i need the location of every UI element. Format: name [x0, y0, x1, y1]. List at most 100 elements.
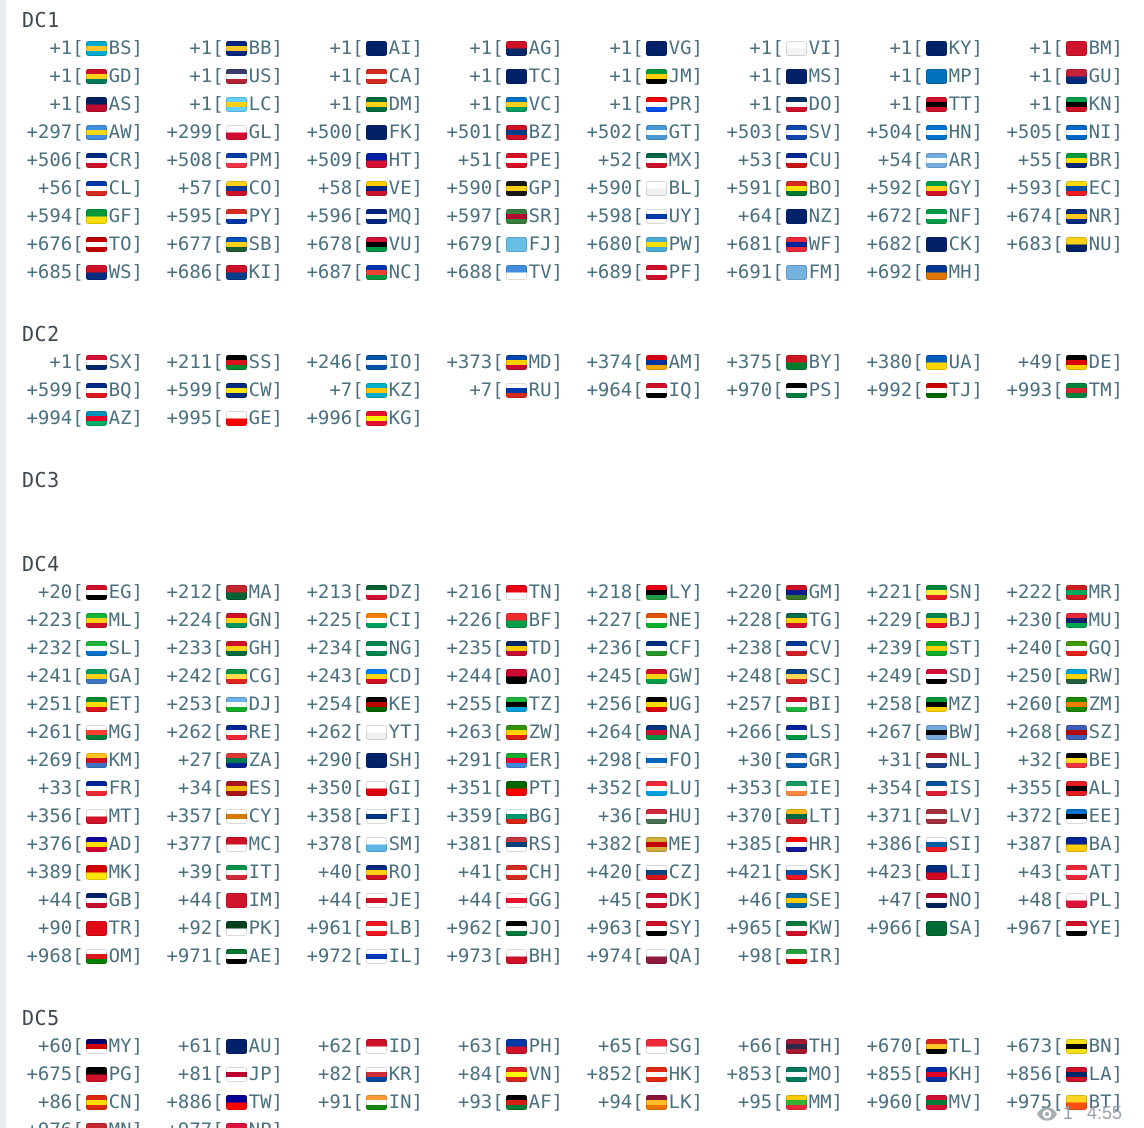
country-entry-mg: +261[MG] [8, 718, 148, 746]
country-entry-qa: +974[QA] [568, 942, 708, 970]
flag-icon-ci [365, 613, 387, 628]
flag-icon-mv [925, 1095, 947, 1110]
country-iso: DO] [808, 93, 843, 115]
country-entry-gn: +224[GN] [148, 606, 288, 634]
country-iso: SS] [248, 351, 283, 373]
country-entry-mp: +1[MP] [848, 62, 988, 90]
flag-icon-na [645, 725, 667, 740]
country-entry-ie: +353[IE] [708, 774, 848, 802]
country-iso: ZA] [248, 749, 283, 771]
flag-icon-tt [925, 97, 947, 112]
country-grid: +60[MY] +61[AU] +62[ID] +63[PH] +65[SG] +66[T… [8, 1032, 1136, 1128]
dial-code: +676[ [26, 233, 84, 255]
country-entry-ma: +212[MA] [148, 578, 288, 606]
country-entry-io: +246[IO] [288, 348, 428, 376]
country-entry-ua: +380[UA] [848, 348, 988, 376]
flag-icon-ph [505, 1039, 527, 1054]
country-entry-ec: +593[EC] [988, 174, 1128, 202]
flag-icon-pe [505, 153, 527, 168]
country-entry-ad: +376[AD] [8, 830, 148, 858]
flag-icon-id [365, 1039, 387, 1054]
flag-icon-om [85, 949, 107, 964]
country-iso: TH] [808, 1035, 843, 1057]
dial-code: +239[ [866, 637, 924, 659]
country-entry-tm: +993[TM] [988, 376, 1128, 404]
country-entry-iq: +964[IQ] [568, 376, 708, 404]
country-entry-gf: +594[GF] [8, 202, 148, 230]
flag-icon-lv [925, 809, 947, 824]
flag-icon-to [85, 237, 107, 252]
flag-icon-it [225, 865, 247, 880]
flag-icon-me [645, 837, 667, 852]
flag-icon-sd [925, 669, 947, 684]
flag-icon-ke [365, 697, 387, 712]
country-iso: MR] [1088, 581, 1123, 603]
dial-code: +32[ [1017, 749, 1064, 771]
flag-icon-ca [365, 69, 387, 84]
country-iso: SH] [388, 749, 423, 771]
dial-code: +502[ [586, 121, 644, 143]
dial-code: +995[ [166, 407, 224, 429]
country-iso: PH] [528, 1035, 563, 1057]
country-iso: OM] [108, 945, 143, 967]
country-entry-gl: +299[GL] [148, 118, 288, 146]
country-entry-cy: +357[CY] [148, 802, 288, 830]
flag-icon-bj [925, 613, 947, 628]
country-iso: JO] [528, 917, 563, 939]
flag-icon-np [225, 1123, 247, 1128]
country-iso: VN] [528, 1063, 563, 1085]
flag-icon-sh [365, 753, 387, 768]
country-entry-ru: +7[RU] [428, 376, 568, 404]
dial-code: +235[ [446, 637, 504, 659]
dial-code: +966[ [866, 917, 924, 939]
country-entry-bs: +1[BS] [8, 34, 148, 62]
country-iso: NF] [948, 205, 983, 227]
dial-code: +46[ [737, 889, 784, 911]
country-entry-pf: +689[PF] [568, 258, 708, 286]
country-entry-tg: +228[TG] [708, 606, 848, 634]
dial-code: +506[ [26, 149, 84, 171]
flag-icon-mn [85, 1123, 107, 1128]
flag-icon-kr [365, 1067, 387, 1082]
country-iso: BB] [248, 37, 283, 59]
flag-icon-mh [925, 265, 947, 280]
dial-code: +599[ [26, 379, 84, 401]
flag-icon-hn [925, 125, 947, 140]
flag-icon-ck [925, 237, 947, 252]
flag-icon-tv [505, 265, 527, 280]
country-entry-bi: +257[BI] [708, 690, 848, 718]
dial-code: +242[ [166, 665, 224, 687]
dial-code: +594[ [26, 205, 84, 227]
country-iso: AW] [108, 121, 143, 143]
flag-icon-mm [785, 1095, 807, 1110]
country-entry-cg: +242[CG] [148, 662, 288, 690]
country-entry-br: +55[BR] [988, 146, 1128, 174]
dial-code: +31[ [877, 749, 924, 771]
country-iso: CK] [948, 233, 983, 255]
flag-icon-gi [365, 781, 387, 796]
dial-code: +61[ [177, 1035, 224, 1057]
country-entry-sz: +268[SZ] [988, 718, 1128, 746]
flag-icon-mt [85, 809, 107, 824]
country-entry-hr: +385[HR] [708, 830, 848, 858]
flag-icon-nu [1065, 237, 1087, 252]
country-entry-jm: +1[JM] [568, 62, 708, 90]
flag-icon-sk [785, 865, 807, 880]
dial-code: +254[ [306, 693, 364, 715]
country-iso: AL] [1088, 777, 1123, 799]
dial-code: +856[ [1006, 1063, 1064, 1085]
flag-icon-gg [505, 893, 527, 908]
country-iso: HN] [948, 121, 983, 143]
flag-icon-cl [85, 181, 107, 196]
dial-code: +216[ [446, 581, 504, 603]
country-entry-ae: +971[AE] [148, 942, 288, 970]
country-iso: LK] [668, 1091, 703, 1113]
dial-code: +221[ [866, 581, 924, 603]
country-iso: JP] [248, 1063, 283, 1085]
dial-code: +500[ [306, 121, 364, 143]
country-iso: BN] [1088, 1035, 1123, 1057]
flag-icon-gy [925, 181, 947, 196]
flag-icon-lu [645, 781, 667, 796]
flag-icon-ps [785, 383, 807, 398]
country-iso: NZ] [808, 205, 843, 227]
